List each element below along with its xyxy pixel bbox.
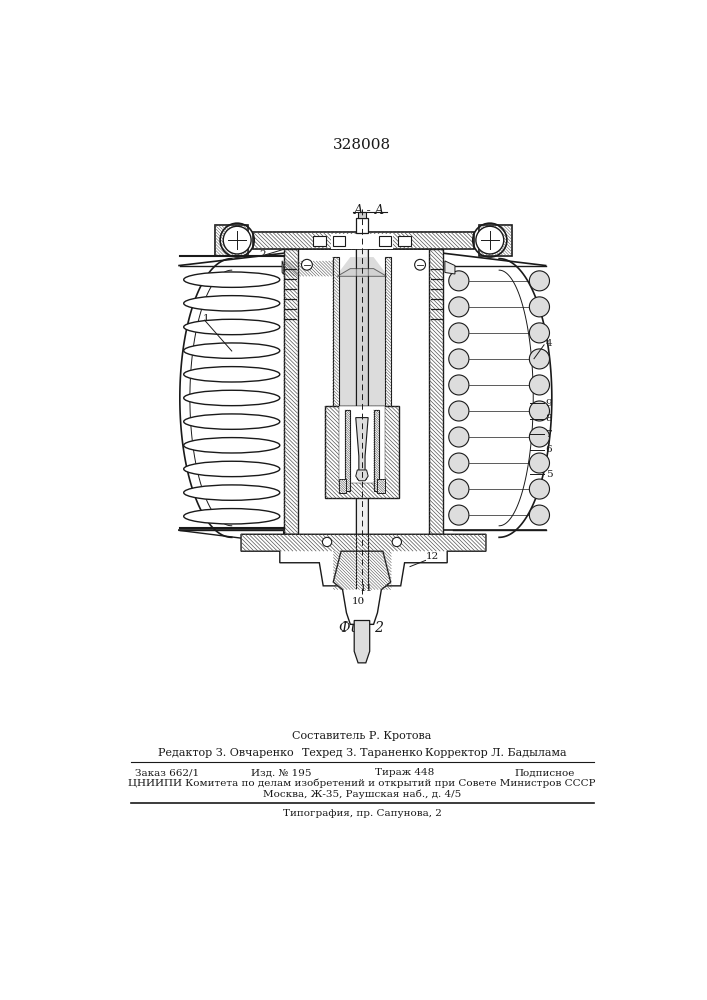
Polygon shape	[282, 261, 284, 274]
Bar	[331, 234, 393, 249]
Ellipse shape	[184, 272, 280, 287]
Ellipse shape	[184, 414, 280, 429]
Polygon shape	[354, 620, 370, 663]
Text: Подписное: Подписное	[515, 768, 575, 777]
Text: 6: 6	[546, 445, 552, 454]
Circle shape	[530, 271, 549, 291]
Circle shape	[392, 537, 402, 547]
Bar	[356, 243, 368, 588]
Text: Заказ 662/1: Заказ 662/1	[135, 768, 199, 777]
Text: 1: 1	[203, 314, 210, 323]
Text: 9: 9	[546, 399, 552, 408]
Bar	[325, 406, 399, 498]
Polygon shape	[337, 269, 387, 276]
Bar	[373, 410, 379, 491]
Text: 4: 4	[546, 339, 552, 348]
Bar	[216, 225, 248, 256]
Text: Фиг. 2: Фиг. 2	[339, 621, 385, 635]
Bar	[252, 232, 474, 249]
Circle shape	[449, 271, 469, 291]
Bar	[479, 225, 512, 256]
Polygon shape	[356, 418, 368, 479]
Bar	[339, 406, 385, 483]
Polygon shape	[333, 551, 391, 624]
Bar	[429, 249, 443, 534]
Text: Составитель Р. Кротова: Составитель Р. Кротова	[292, 731, 432, 741]
Ellipse shape	[184, 461, 280, 477]
Text: 8: 8	[546, 414, 552, 423]
Text: Корректор Л. Бадылама: Корректор Л. Бадылама	[425, 748, 566, 758]
Bar	[332, 257, 339, 406]
Bar	[356, 218, 368, 233]
Circle shape	[530, 349, 549, 369]
Circle shape	[449, 453, 469, 473]
Ellipse shape	[184, 509, 280, 524]
Text: Москва, Ж-35, Раушская наб., д. 4/5: Москва, Ж-35, Раушская наб., д. 4/5	[263, 790, 461, 799]
Circle shape	[322, 537, 332, 547]
Circle shape	[449, 349, 469, 369]
Ellipse shape	[184, 367, 280, 382]
Ellipse shape	[184, 438, 280, 453]
Text: Техред З. Тараненко: Техред З. Тараненко	[302, 748, 422, 758]
Circle shape	[449, 479, 469, 499]
Text: Редактор З. Овчаренко: Редактор З. Овчаренко	[158, 748, 293, 758]
Circle shape	[449, 375, 469, 395]
Circle shape	[449, 427, 469, 447]
Circle shape	[414, 259, 426, 270]
Circle shape	[530, 323, 549, 343]
Ellipse shape	[184, 390, 280, 406]
Circle shape	[530, 297, 549, 317]
Bar	[284, 249, 298, 534]
Text: Изд. № 195: Изд. № 195	[251, 768, 312, 777]
Bar	[378, 479, 385, 493]
Polygon shape	[241, 534, 486, 586]
Circle shape	[530, 401, 549, 421]
Text: Типография, пр. Сапунова, 2: Типография, пр. Сапунова, 2	[283, 808, 441, 818]
Text: 5: 5	[546, 470, 552, 479]
Bar	[313, 236, 325, 246]
Text: 10: 10	[352, 597, 365, 606]
Bar	[345, 410, 351, 491]
Ellipse shape	[184, 485, 280, 500]
Circle shape	[476, 226, 504, 254]
Circle shape	[449, 401, 469, 421]
Text: 12: 12	[426, 552, 439, 561]
Circle shape	[301, 259, 312, 270]
Polygon shape	[339, 257, 385, 406]
Polygon shape	[356, 470, 368, 481]
Bar	[358, 212, 366, 218]
Circle shape	[530, 479, 549, 499]
Text: 7: 7	[546, 430, 552, 439]
Polygon shape	[445, 261, 455, 274]
Text: А - А: А - А	[354, 204, 385, 217]
Circle shape	[530, 427, 549, 447]
Bar	[339, 479, 346, 493]
Bar	[332, 236, 345, 246]
Text: ЦНИИПИ Комитета по делам изобретений и открытий при Совете Министров СССР: ЦНИИПИ Комитета по делам изобретений и о…	[128, 779, 596, 788]
Text: 2: 2	[259, 250, 266, 259]
Circle shape	[530, 505, 549, 525]
Bar	[379, 236, 392, 246]
Ellipse shape	[184, 343, 280, 358]
Ellipse shape	[184, 319, 280, 335]
Circle shape	[530, 453, 549, 473]
Ellipse shape	[184, 296, 280, 311]
Circle shape	[223, 226, 251, 254]
Text: 328008: 328008	[333, 138, 391, 152]
Circle shape	[449, 323, 469, 343]
Text: 11: 11	[360, 584, 373, 593]
Circle shape	[449, 297, 469, 317]
Bar	[398, 236, 411, 246]
Bar	[385, 257, 392, 406]
Bar	[298, 249, 429, 534]
Text: Тираж 448: Тираж 448	[375, 768, 434, 777]
Circle shape	[530, 375, 549, 395]
Circle shape	[449, 505, 469, 525]
